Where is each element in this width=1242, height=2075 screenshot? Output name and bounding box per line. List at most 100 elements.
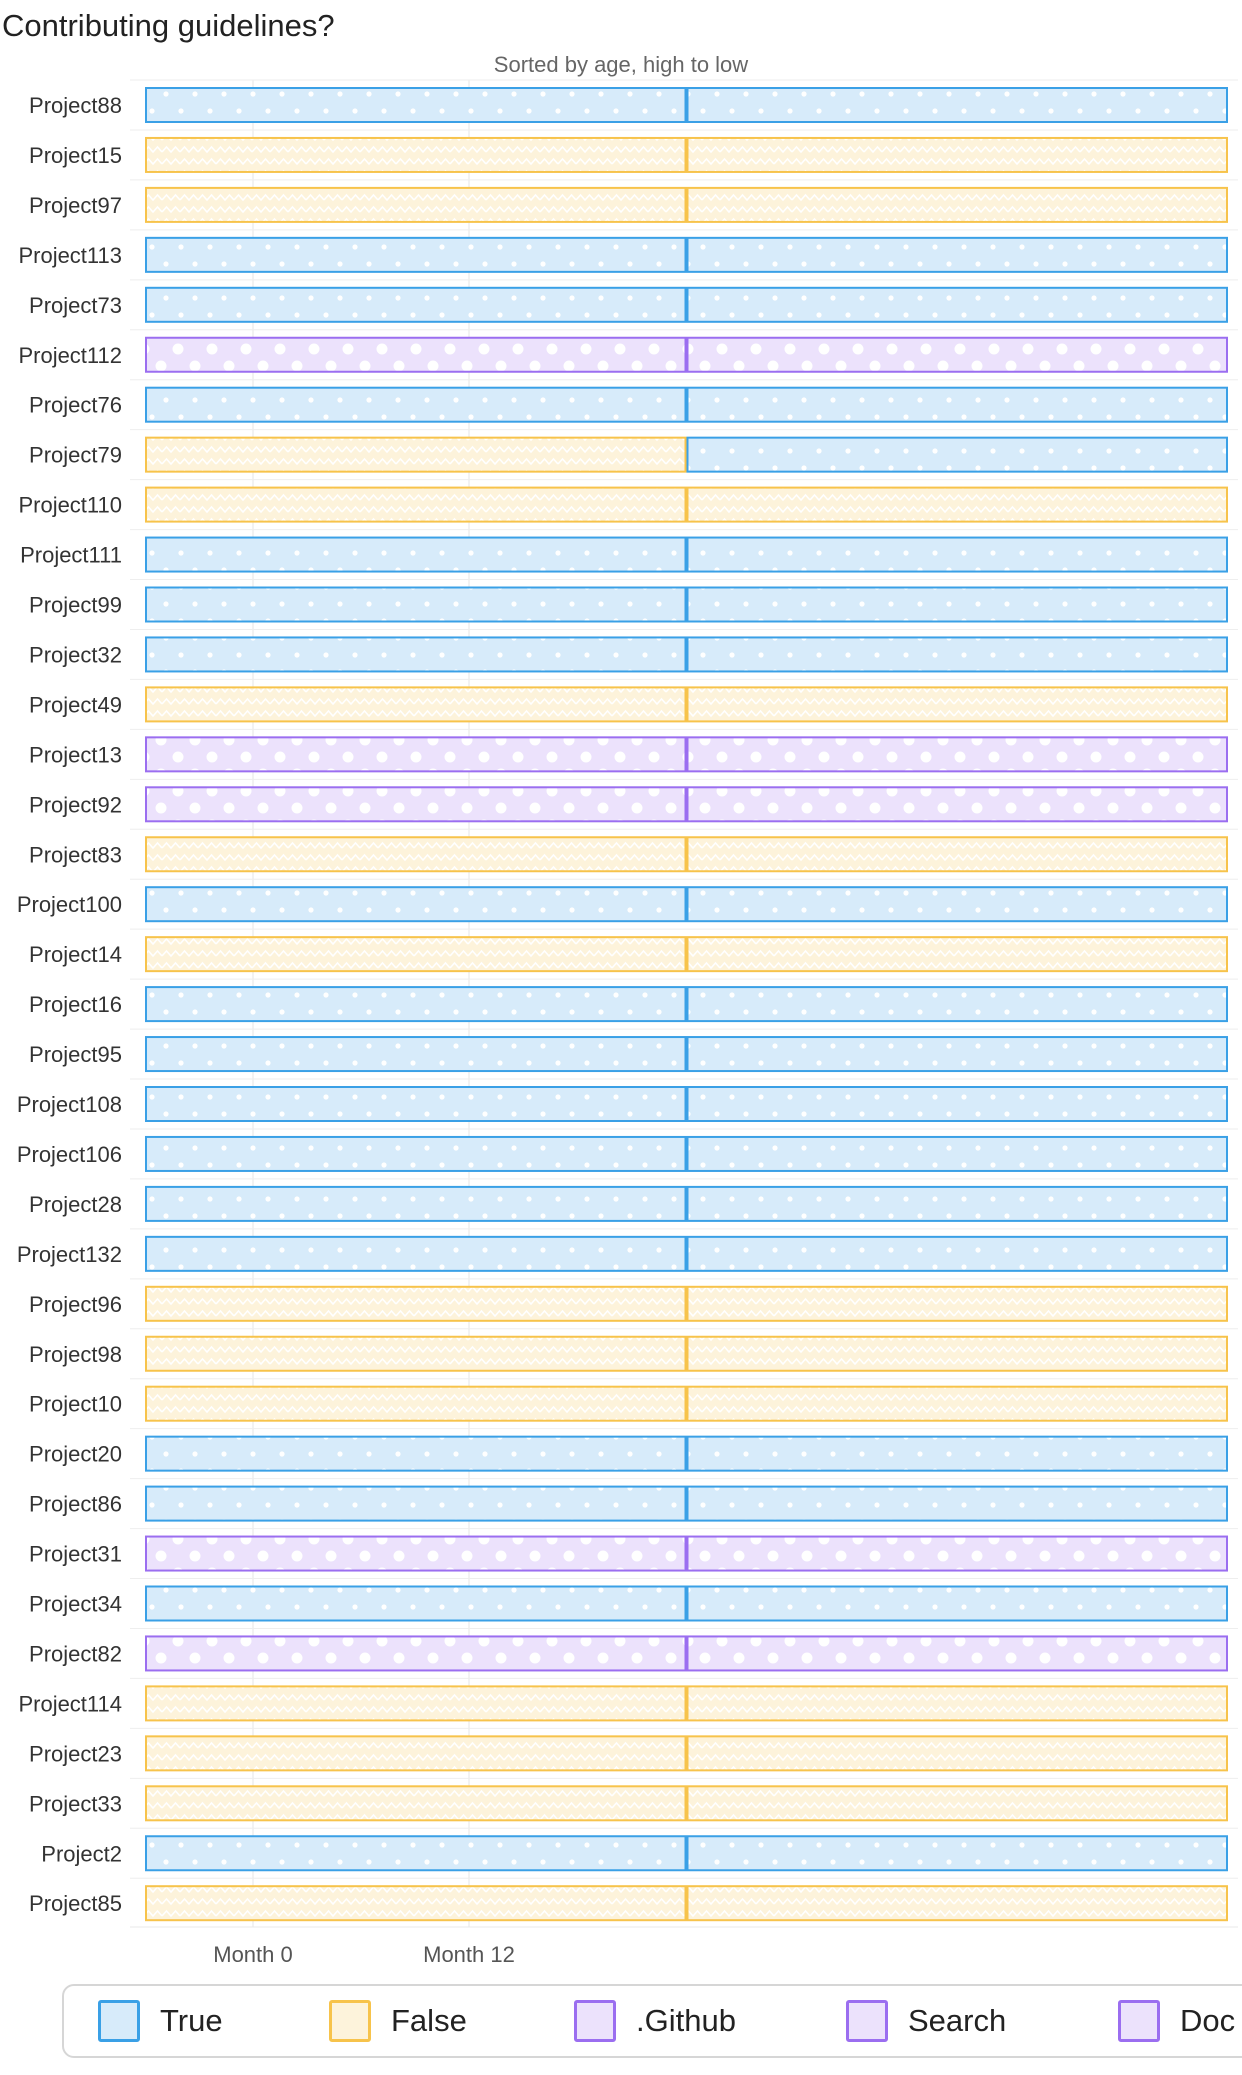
bar-segment [145,1036,687,1073]
bar-segment [145,836,687,873]
bar-segment [686,1885,1228,1922]
project-label: Project2 [41,1841,122,1866]
bar-segment [686,1435,1228,1472]
legend-item[interactable]: .Github [574,1986,736,2056]
chart-subtitle: Sorted by age, high to low [493,52,749,77]
project-label: Project20 [29,1442,122,1467]
legend-item[interactable]: Doc [1118,1986,1235,2056]
bar-segment [145,1335,687,1372]
project-label: Project96 [29,1292,122,1317]
bar-segment [686,1135,1228,1172]
bar-segment [686,136,1228,173]
bar-segment [145,1086,687,1122]
bar-segment [145,1835,687,1872]
x-axis-ticks: Month 0 Month 12 [213,1942,515,1967]
bar-segment [145,336,687,373]
project-label: Project32 [29,642,122,667]
bar-segment [145,536,687,573]
bar-segment [145,786,687,823]
project-label: Project83 [29,842,122,867]
project-label: Project86 [29,1492,122,1517]
bar-segment [686,886,1228,923]
bar-segment [686,336,1228,373]
project-label: Project108 [17,1092,122,1117]
project-label: Project23 [29,1741,122,1766]
bar-segment [145,486,687,523]
bar-segment [686,536,1228,573]
project-label: Project15 [29,143,122,168]
project-label: Project49 [29,692,122,717]
bar-segment [145,1885,687,1922]
project-label: Project112 [18,343,122,368]
legend-label: Search [908,2003,1007,2038]
bar-segment [145,436,687,473]
project-label: Project73 [29,293,122,318]
bar-segment [145,1735,687,1772]
bar-segment [686,186,1228,223]
project-label: Project28 [29,1192,122,1217]
project-label: Project98 [29,1342,122,1367]
legend-item[interactable]: False [329,1986,467,2056]
bar-segment [686,1635,1228,1672]
bar-segment [145,986,687,1023]
bar-segment [145,386,687,423]
bar-segment [686,87,1228,123]
bar-segment [145,936,687,973]
project-label: Project79 [29,443,122,468]
project-label: Project97 [29,193,122,218]
bar-segment [145,286,687,323]
bar-segment [686,236,1228,273]
project-label: Project113 [18,243,122,268]
bar-segment [686,486,1228,523]
project-label: Project106 [17,1142,122,1167]
bar-segment [686,786,1228,823]
legend-item[interactable]: Search [846,1986,1006,2056]
legend-swatch [1118,2000,1160,2042]
bar-segment [145,686,687,723]
bar-segment [145,1535,687,1572]
bar-segment [686,1535,1228,1572]
x-tick-label: Month 0 [213,1942,293,1967]
legend-label: .Github [636,2003,736,2038]
bar-segment [686,936,1228,973]
bar-segment [145,1385,687,1422]
project-label: Project82 [29,1641,122,1666]
bar-segment [145,1435,687,1472]
bar-segment [686,1735,1228,1772]
bar-segment [686,1385,1228,1422]
project-label: Project110 [18,493,122,518]
bar-segment [145,1585,687,1622]
bar-segment [686,1235,1228,1272]
project-label: Project114 [18,1691,122,1716]
bar-segment [686,636,1228,673]
bar-segment [145,1235,687,1272]
bar-segment [686,1285,1228,1322]
bar-segment [145,636,687,673]
project-label: Project34 [29,1592,122,1617]
bar-segment [686,1585,1228,1622]
chart-plot: Project88 Project15 Project97 Project113 Pro… [17,79,1238,1967]
project-label: Project33 [29,1791,122,1816]
bar-segment [145,1185,687,1222]
bars [145,87,1228,1922]
chart-title: Contributing guidelines? [2,8,335,43]
bar-segment [686,686,1228,723]
legend-label: True [160,2003,223,2038]
project-label: Project16 [29,992,122,1017]
legend-item[interactable]: True [98,1986,223,2056]
project-label: Project76 [29,393,122,418]
bar-segment [145,736,687,773]
bar-segment [145,136,687,173]
project-label: Project85 [29,1891,122,1916]
bar-segment [686,1785,1228,1822]
bar-segment [145,1785,687,1822]
bar-segment [686,436,1228,473]
bar-segment [686,1036,1228,1073]
bar-segment [145,1285,687,1322]
project-labels: Project88 Project15 Project97 Project113 Pro… [17,93,122,1916]
x-tick-label: Month 12 [423,1942,515,1967]
project-label: Project88 [29,93,122,118]
bar-segment [686,586,1228,623]
project-label: Project95 [29,1042,122,1067]
legend-swatch [329,2000,371,2042]
